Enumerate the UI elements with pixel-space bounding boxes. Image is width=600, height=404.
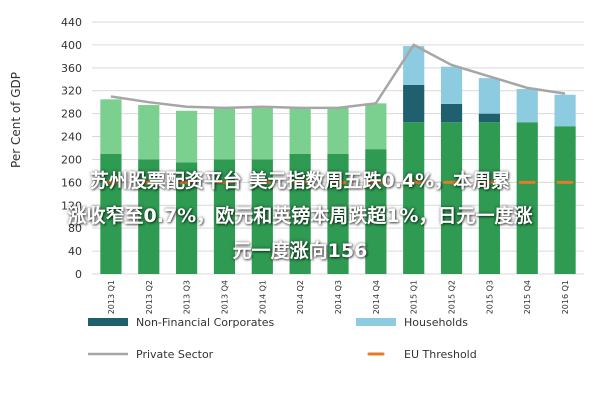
bar-segment-green-light [100,99,122,154]
axis-layer: 0 40 80 120 160 200 240 280 320 360 400 440 2013 Q1 2… [61,16,570,314]
legend-label: Households [404,316,468,329]
bar-segment-households [478,78,500,114]
bar-segment-green-light [213,107,236,160]
bar-segment-green-dark [289,153,311,274]
y-tick-label: 320 [61,85,82,98]
x-tick-label: 2014 Q1 [258,280,267,314]
bar-segment-green-dark [138,159,160,274]
bar-segment-green-light [327,107,349,154]
y-tick-label: 400 [61,39,82,52]
bar-segment-non-financial [403,85,425,123]
bar-segment-green-dark [327,153,349,274]
x-tick-label: 2014 Q3 [334,280,343,314]
bar-segment-green-dark [554,126,576,275]
bar-segment-green-dark [403,122,425,275]
y-tick-label: 40 [68,245,82,258]
y-tick-label: 360 [61,62,82,75]
y-tick-label: 160 [61,176,82,189]
legend-swatch [356,318,396,326]
y-tick-label: 0 [75,268,82,281]
bar-segment-green-light [289,107,311,154]
bar-segment-households [440,66,463,104]
legend-label: Non-Financial Corporates [136,316,275,329]
bar-segment-green-light [251,106,273,160]
y-tick-label: 80 [68,222,82,235]
legend: Non-Financial Corporates Households Privat… [88,316,477,361]
x-tick-label: 2015 Q4 [523,280,532,314]
y-tick-label: 440 [61,16,82,29]
x-tick-label: 2015 Q1 [410,280,419,314]
bar-segment-green-dark [478,122,500,275]
bar-segment-green-dark [100,153,122,274]
private-sector-line [110,43,566,110]
bar-segment-non-financial [440,103,463,123]
bar-segment-green-dark [251,159,273,274]
bar-segment-households [516,89,538,123]
y-axis-label: Per Cent of GDP [9,72,23,168]
x-tick-label: 2013 Q4 [220,280,229,314]
bar-segment-green-dark [176,162,198,274]
bar-segment-green-dark [365,149,387,274]
line-layer [102,43,574,184]
x-tick-label: 2015 Q3 [485,280,494,314]
x-tick-label: 2016 Q1 [561,280,570,314]
y-tick-label: 280 [61,108,82,121]
x-tick-label: 2013 Q2 [145,280,154,314]
x-tick-label: 2014 Q2 [296,280,305,314]
bar-segment-households [554,94,576,127]
bar-segment-non-financial [478,113,500,123]
legend-label: EU Threshold [404,348,477,361]
x-tick-label: 2015 Q2 [448,280,457,314]
x-tick-label: 2013 Q3 [183,280,192,314]
x-tick-label: 2014 Q4 [372,280,381,314]
legend-label: Private Sector [136,348,214,361]
y-tick-label: 200 [61,153,82,166]
y-tick-label: 120 [61,199,82,212]
bar-segment-green-dark [213,159,236,274]
x-tick-label: 2013 Q1 [107,280,116,314]
bar-segment-green-dark [440,122,463,275]
bar-segment-green-dark [516,122,538,275]
bar-segment-green-light [365,103,387,150]
bar-segment-green-light [176,110,198,163]
bar-segment-green-light [138,105,160,160]
y-tick-label: 240 [61,131,82,144]
bar-segment-households [403,46,425,85]
legend-swatch [88,318,128,326]
